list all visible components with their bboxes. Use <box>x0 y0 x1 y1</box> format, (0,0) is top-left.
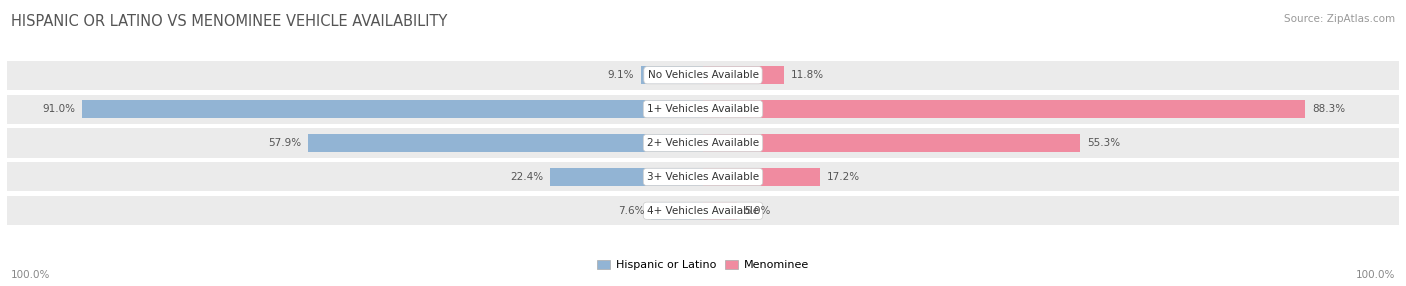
Text: 9.1%: 9.1% <box>607 70 634 80</box>
Bar <box>7 58 1399 92</box>
Text: 7.6%: 7.6% <box>617 206 644 216</box>
Text: 100.0%: 100.0% <box>11 270 51 280</box>
Bar <box>7 162 1399 191</box>
Text: 22.4%: 22.4% <box>510 172 543 182</box>
Bar <box>7 194 1399 228</box>
Text: 4+ Vehicles Available: 4+ Vehicles Available <box>647 206 759 216</box>
Text: 17.2%: 17.2% <box>827 172 860 182</box>
Bar <box>7 196 1399 225</box>
Text: 11.8%: 11.8% <box>790 70 824 80</box>
Text: HISPANIC OR LATINO VS MENOMINEE VEHICLE AVAILABILITY: HISPANIC OR LATINO VS MENOMINEE VEHICLE … <box>11 14 447 29</box>
Bar <box>308 134 703 152</box>
Text: 100.0%: 100.0% <box>1355 270 1395 280</box>
Bar <box>7 162 1399 192</box>
Bar <box>7 128 1399 158</box>
Text: 57.9%: 57.9% <box>269 138 301 148</box>
Bar <box>703 202 737 220</box>
Bar <box>651 202 703 220</box>
Text: 5.0%: 5.0% <box>744 206 770 216</box>
Text: 55.3%: 55.3% <box>1087 138 1121 148</box>
Bar <box>7 61 1399 90</box>
Bar <box>7 95 1399 124</box>
Text: 91.0%: 91.0% <box>42 104 76 114</box>
Bar <box>703 66 783 84</box>
Legend: Hispanic or Latino, Menominee: Hispanic or Latino, Menominee <box>592 255 814 275</box>
Bar <box>550 168 703 186</box>
Bar <box>703 134 1080 152</box>
Bar <box>703 100 1306 118</box>
Bar <box>641 66 703 84</box>
Bar <box>703 168 820 186</box>
Bar <box>82 100 703 118</box>
Bar <box>7 60 1399 90</box>
Text: 2+ Vehicles Available: 2+ Vehicles Available <box>647 138 759 148</box>
Bar <box>7 126 1399 160</box>
Text: 1+ Vehicles Available: 1+ Vehicles Available <box>647 104 759 114</box>
Bar <box>7 160 1399 194</box>
Text: 3+ Vehicles Available: 3+ Vehicles Available <box>647 172 759 182</box>
Bar <box>7 94 1399 124</box>
Text: Source: ZipAtlas.com: Source: ZipAtlas.com <box>1284 14 1395 24</box>
Text: No Vehicles Available: No Vehicles Available <box>648 70 758 80</box>
Bar <box>7 196 1399 226</box>
Bar <box>7 92 1399 126</box>
Text: 88.3%: 88.3% <box>1312 104 1346 114</box>
Bar <box>7 128 1399 158</box>
